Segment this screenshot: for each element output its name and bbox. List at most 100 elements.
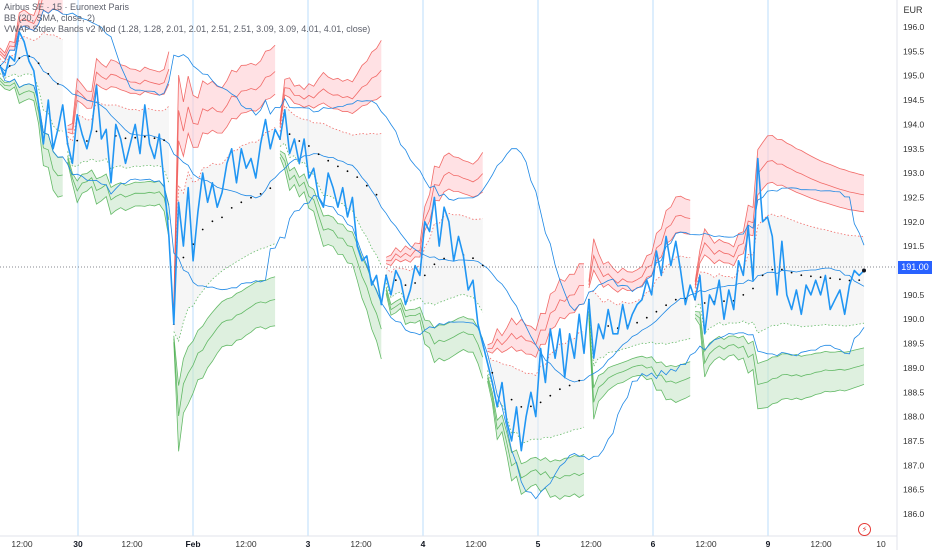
neutral-fill-6 <box>588 256 691 367</box>
vwap-dot <box>423 274 426 277</box>
upper-fill-6 <box>588 196 691 293</box>
upper-band-4-2 <box>386 171 483 262</box>
lower-band-6-1 <box>588 311 691 388</box>
price-tick-label: 188.0 <box>903 412 925 422</box>
lower-fill-1 <box>67 155 169 238</box>
vwap-dot <box>703 302 706 304</box>
lower-band-6-3 <box>588 317 691 420</box>
lower-band-5-3 <box>487 381 585 500</box>
time-tick-label: 9 <box>766 539 771 549</box>
time-tick-label: 12:00 <box>235 539 257 549</box>
vwap-dot <box>182 256 185 259</box>
upper-band-1-3 <box>67 51 170 127</box>
time-tick-label: 30 <box>73 539 83 549</box>
price-tick-label: 194.5 <box>903 95 925 105</box>
price-tick-label: 186.5 <box>903 485 925 495</box>
legend-vwap-indicator[interactable]: VWAP Stdev Bands v2 Mod (1.28, 1.28, 2.0… <box>4 24 371 34</box>
vwap-dot <box>57 83 59 85</box>
currency-label[interactable]: EUR <box>903 5 923 15</box>
lower-band-1-3 <box>67 161 170 238</box>
upper-fill-4 <box>386 152 483 266</box>
vwap-dot <box>472 257 474 260</box>
vwap-dot <box>829 277 832 280</box>
vwap-dot <box>568 384 571 387</box>
vwap-dot <box>221 216 223 219</box>
vwap-dot <box>723 300 725 302</box>
band-lines <box>0 0 865 500</box>
price-tick-label: 190.0 <box>903 314 925 324</box>
vwap-dot <box>539 401 542 404</box>
vwap-dot <box>8 65 11 67</box>
upper-band-1-2 <box>67 68 170 130</box>
legend-bb-indicator[interactable]: BB (20, SMA, close, 2) <box>4 13 96 23</box>
vwap-dot <box>240 201 243 204</box>
price-tick-label: 187.0 <box>903 460 925 470</box>
vwap-dot <box>298 140 301 142</box>
last-price-dot <box>862 268 866 273</box>
upper-band-5-1 <box>487 303 585 358</box>
vwap-dot <box>510 398 513 401</box>
neutral-fill-2 <box>173 127 276 342</box>
upper-fill-7 <box>695 135 864 288</box>
vwap-dot <box>549 394 552 397</box>
vwap-dot <box>356 176 359 179</box>
vwap-dot <box>559 388 561 391</box>
lower-band-3-2 <box>279 153 382 330</box>
upper-fill-2 <box>173 45 276 313</box>
time-tick-label: 12:00 <box>810 539 832 549</box>
time-tick-label: 3 <box>306 539 311 549</box>
price-tick-label: 190.5 <box>903 290 925 300</box>
time-tick-label: 10 <box>876 539 886 549</box>
price-tick-label: 186.0 <box>903 509 925 519</box>
neutral-fill-5 <box>487 331 584 444</box>
chart-legend: Airbus SE · 15 · Euronext Paris BB (20, … <box>4 2 370 35</box>
lower-band-4-3 <box>385 293 484 379</box>
time-axis-ticks: 12:00 30 12:00 Feb 12:00 3 12:00 4 12:00 5 12:00 6 1… <box>11 539 886 549</box>
time-tick-label: 12:00 <box>580 539 602 549</box>
vwap-dot <box>394 279 397 282</box>
upper-fill-3 <box>280 40 382 128</box>
upper-band-5-0 <box>487 331 585 377</box>
vwap-dot <box>211 220 214 223</box>
upper-band-6-3 <box>588 195 691 282</box>
lower-fill-2 <box>173 276 276 452</box>
vwap-dot <box>404 284 407 286</box>
lower-band-4-2 <box>385 289 484 358</box>
vwap-dot <box>201 228 204 231</box>
legend-symbol[interactable]: Airbus SE · 15 · Euronext Paris <box>4 2 130 12</box>
vwap-dot <box>414 282 416 284</box>
lower-fill-0 <box>0 77 63 198</box>
time-tick-label: 4 <box>421 539 426 549</box>
price-tick-label: 196.0 <box>903 22 925 32</box>
vwap-dot <box>86 140 88 142</box>
time-tick-label: 12:00 <box>121 539 143 549</box>
vwap-dot <box>800 274 803 277</box>
upper-band-7-3 <box>694 134 865 282</box>
upper-band-0-3 <box>0 0 40 54</box>
upper-band-2-0 <box>173 127 276 317</box>
vwap-dot <box>288 133 291 136</box>
vwap-dot <box>790 271 793 274</box>
vwap-dot <box>858 279 861 281</box>
time-tick-label: 12:00 <box>695 539 717 549</box>
vwap-dot <box>317 153 320 156</box>
vwap-dot <box>308 145 310 147</box>
vwap-dot <box>771 268 774 271</box>
lower-fill-7 <box>695 311 864 409</box>
vwap-dots <box>0 55 861 408</box>
upper-fill-1 <box>67 51 169 134</box>
vwap-dot <box>443 257 445 260</box>
lower-band-0-2 <box>0 80 63 177</box>
vwap-dot <box>491 371 494 374</box>
vwap-dot <box>18 57 21 60</box>
time-tick-label: 12:00 <box>350 539 372 549</box>
vwap-dot <box>520 406 523 408</box>
price-tick-label: 189.0 <box>903 363 925 373</box>
bb-upper-line <box>0 8 865 312</box>
vwap-dot <box>781 268 783 271</box>
lower-band-0-0 <box>0 73 63 132</box>
vwap-dot <box>578 379 581 382</box>
flash-icon[interactable]: ⚡ <box>858 523 871 536</box>
lower-band-7-0 <box>694 302 865 335</box>
